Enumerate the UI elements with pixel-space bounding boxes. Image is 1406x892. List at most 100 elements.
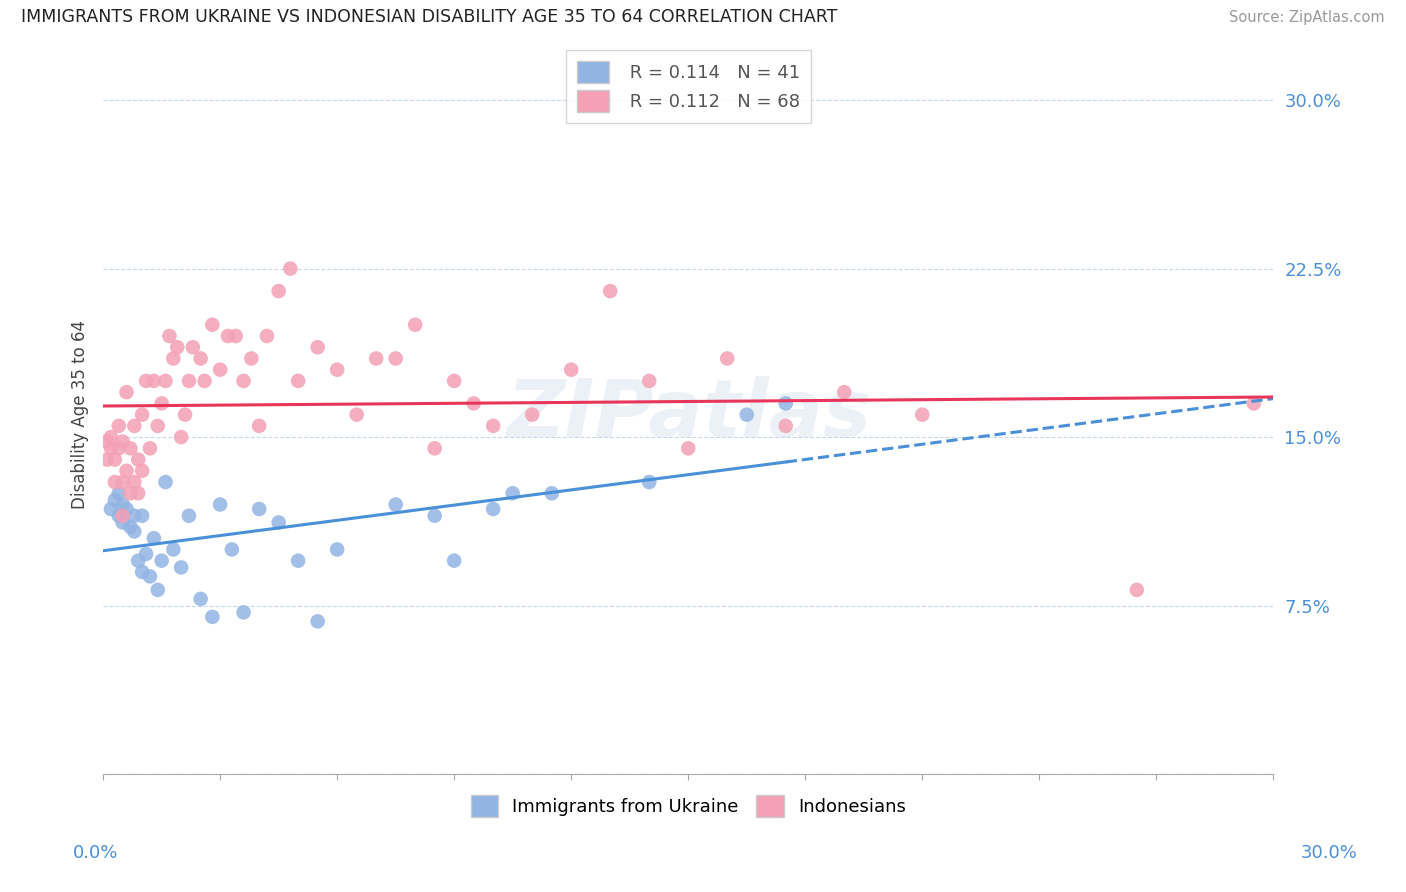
Point — [209, 498, 232, 512]
Point — [142, 531, 165, 545]
Text: IMMIGRANTS FROM UKRAINE VS INDONESIAN DISABILITY AGE 35 TO 64 CORRELATION CHART: IMMIGRANTS FROM UKRAINE VS INDONESIAN DI… — [21, 8, 838, 26]
Point — [735, 408, 758, 422]
Text: 0.0%: 0.0% — [73, 844, 118, 862]
Point — [911, 408, 934, 422]
Point — [366, 351, 388, 366]
Point — [150, 396, 173, 410]
Point — [482, 502, 505, 516]
Point — [232, 374, 254, 388]
Point — [139, 442, 162, 456]
Point — [267, 284, 290, 298]
Point — [131, 508, 153, 523]
Point — [96, 452, 118, 467]
Point — [638, 475, 661, 489]
Point — [177, 508, 200, 523]
Point — [104, 452, 127, 467]
Point — [107, 508, 129, 523]
Point — [193, 374, 215, 388]
Point — [560, 362, 582, 376]
Point — [124, 418, 146, 433]
Point — [540, 486, 562, 500]
Point — [146, 418, 169, 433]
Point — [775, 396, 797, 410]
Point — [150, 554, 173, 568]
Point — [107, 486, 129, 500]
Point — [502, 486, 524, 500]
Point — [155, 475, 177, 489]
Point — [482, 418, 505, 433]
Point — [638, 374, 661, 388]
Point — [115, 464, 138, 478]
Point — [307, 615, 329, 629]
Point — [111, 508, 134, 523]
Point — [131, 565, 153, 579]
Text: 30.0%: 30.0% — [1301, 844, 1357, 862]
Point — [181, 340, 204, 354]
Point — [225, 329, 247, 343]
Point — [287, 554, 309, 568]
Point — [146, 582, 169, 597]
Point — [190, 591, 212, 606]
Point — [443, 554, 465, 568]
Point — [404, 318, 426, 332]
Point — [100, 430, 122, 444]
Point — [775, 418, 797, 433]
Point — [1126, 582, 1149, 597]
Point — [287, 374, 309, 388]
Point — [346, 408, 368, 422]
Point — [139, 569, 162, 583]
Point — [124, 475, 146, 489]
Point — [131, 464, 153, 478]
Point — [326, 542, 349, 557]
Point — [135, 547, 157, 561]
Point — [177, 374, 200, 388]
Point — [100, 442, 122, 456]
Point — [522, 408, 544, 422]
Text: Source: ZipAtlas.com: Source: ZipAtlas.com — [1229, 11, 1385, 25]
Point — [240, 351, 263, 366]
Point — [142, 374, 165, 388]
Point — [111, 475, 134, 489]
Point — [107, 418, 129, 433]
Point — [162, 351, 184, 366]
Point — [232, 605, 254, 619]
Point — [217, 329, 239, 343]
Point — [256, 329, 278, 343]
Point — [96, 434, 118, 449]
Point — [463, 396, 485, 410]
Point — [247, 418, 270, 433]
Point — [280, 261, 302, 276]
Point — [174, 408, 197, 422]
Point — [120, 442, 142, 456]
Point — [209, 362, 232, 376]
Point — [832, 385, 855, 400]
Point — [166, 340, 188, 354]
Point — [716, 351, 738, 366]
Point — [111, 434, 134, 449]
Point — [201, 318, 224, 332]
Point — [127, 486, 149, 500]
Point — [170, 560, 193, 574]
Point — [423, 442, 446, 456]
Point — [107, 442, 129, 456]
Point — [120, 486, 142, 500]
Point — [201, 610, 224, 624]
Point — [104, 475, 127, 489]
Point — [135, 374, 157, 388]
Point — [267, 516, 290, 530]
Point — [326, 362, 349, 376]
Point — [159, 329, 181, 343]
Point — [127, 554, 149, 568]
Point — [131, 408, 153, 422]
Point — [127, 452, 149, 467]
Point — [115, 385, 138, 400]
Point — [247, 502, 270, 516]
Point — [155, 374, 177, 388]
Point — [221, 542, 243, 557]
Text: ZIPatlas: ZIPatlas — [506, 376, 870, 454]
Point — [1243, 396, 1265, 410]
Point — [423, 508, 446, 523]
Point — [384, 498, 406, 512]
Point — [111, 516, 134, 530]
Point — [115, 502, 138, 516]
